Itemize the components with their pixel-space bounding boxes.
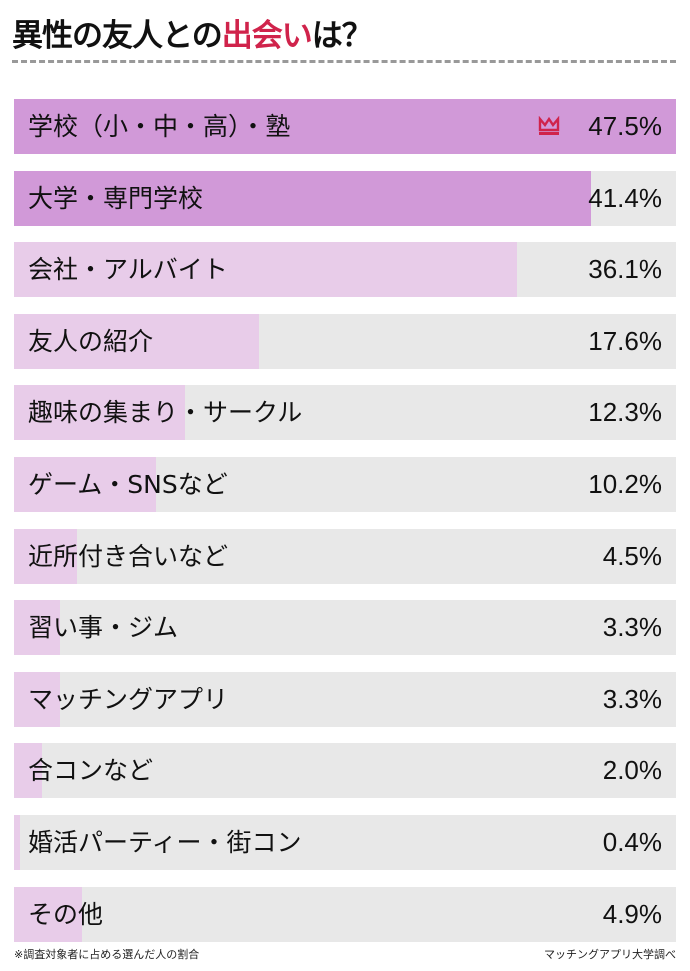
value-label: 3.3% bbox=[602, 612, 662, 643]
bar-row: 婚活パーティー・街コン 0.4% bbox=[14, 815, 676, 870]
value-label: 4.5% bbox=[602, 540, 662, 571]
bar-row: 学校（小・中・高）・塾 47.5% bbox=[14, 99, 676, 154]
bar-row: マッチングアプリ 3.3% bbox=[14, 671, 676, 727]
value-label: 47.5% bbox=[588, 111, 662, 141]
source-credit: マッチングアプリ大学調べ bbox=[544, 948, 676, 961]
bar-label: その他 bbox=[28, 899, 104, 929]
bar bbox=[14, 743, 42, 799]
footnote: ※調査対象者に占める選んだ人の割合 bbox=[14, 948, 200, 961]
crown-icon bbox=[538, 116, 560, 135]
bar bbox=[14, 886, 83, 942]
value-label: 2.0% bbox=[602, 755, 662, 786]
bar bbox=[14, 457, 157, 512]
bar-row: 習い事・ジム 3.3% bbox=[14, 600, 676, 656]
bar-row: 大学・専門学校 41.4% bbox=[14, 170, 676, 226]
bar-row: 合コンなど 2.0% bbox=[14, 743, 676, 799]
title-prefix: 異性の友人との bbox=[12, 18, 223, 54]
value-label: 4.9% bbox=[602, 898, 662, 929]
value-label: 17.6% bbox=[588, 325, 662, 356]
value-label: 10.2% bbox=[588, 469, 662, 499]
bar bbox=[14, 242, 518, 298]
bar-label: 大学・専門学校 bbox=[28, 183, 204, 213]
bar bbox=[14, 671, 60, 727]
bar-label: 学校（小・中・高）・塾 bbox=[28, 112, 291, 141]
bar bbox=[14, 815, 20, 870]
bar-row: 友人の紹介 17.6% bbox=[14, 313, 676, 369]
bar bbox=[14, 600, 60, 656]
bar-row: ゲーム・SNSなど 10.2% bbox=[14, 457, 676, 512]
bar bbox=[14, 528, 77, 584]
bar-label: 友人の紹介 bbox=[28, 326, 154, 356]
title-suffix: は？ bbox=[311, 18, 373, 54]
title-highlight: 出会い bbox=[221, 18, 313, 54]
bar-row: 趣味の集まり・サークル 12.3% bbox=[14, 385, 676, 441]
value-label: 36.1% bbox=[588, 254, 662, 285]
bar-row: その他 4.9% bbox=[14, 886, 676, 942]
value-label: 41.4% bbox=[588, 182, 662, 213]
bar-label: 会社・アルバイト bbox=[28, 255, 228, 285]
bar-label: 近所付き合いなど bbox=[28, 541, 229, 571]
chart-title: 異性の友人との出会いは？ bbox=[12, 10, 373, 55]
bar-label: マッチングアプリ bbox=[28, 684, 229, 714]
bar bbox=[14, 313, 260, 369]
bar-label: ゲーム・SNSなど bbox=[28, 470, 228, 499]
value-label: 12.3% bbox=[588, 397, 662, 428]
value-label: 0.4% bbox=[602, 827, 662, 857]
bar-label: 習い事・ジム bbox=[28, 613, 179, 643]
bar bbox=[14, 385, 186, 441]
bar bbox=[14, 170, 591, 226]
bar-label: 趣味の集まり・サークル bbox=[28, 398, 303, 428]
dashed-divider bbox=[12, 60, 676, 63]
value-label: 3.3% bbox=[602, 683, 662, 714]
bar-label: 婚活パーティー・街コン bbox=[28, 828, 302, 857]
bar-label: 合コンなど bbox=[28, 756, 154, 786]
bar-row: 会社・アルバイト 36.1% bbox=[14, 242, 676, 298]
bar bbox=[14, 99, 676, 154]
bar-row: 近所付き合いなど 4.5% bbox=[14, 528, 676, 584]
